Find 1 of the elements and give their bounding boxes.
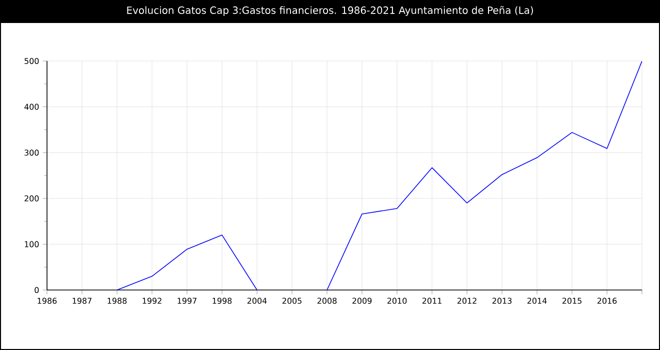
chart-title: Evolucion Gatos Cap 3:Gastos financieros. 1986-2021 Ayuntamiento de Peña (La) bbox=[127, 6, 533, 16]
